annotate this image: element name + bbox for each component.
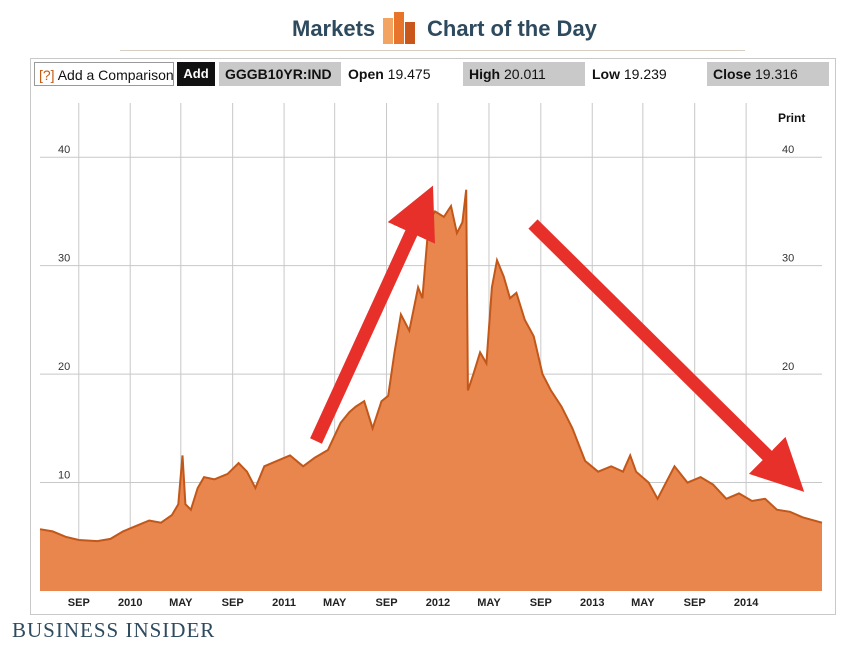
trend-arrows [310, 185, 805, 492]
business-insider-logo: BUSINESS INSIDER [12, 618, 216, 642]
add-comparison-input[interactable]: [?] Add a Comparison [34, 62, 174, 86]
y-tick-label-right: 30 [782, 253, 794, 265]
x-tick-label: SEP [376, 597, 398, 609]
falling-trend-arrow [528, 219, 805, 492]
print-link[interactable]: Print [778, 111, 805, 125]
open-price: Open 19.475 [342, 62, 462, 86]
y-tick-label-right: 20 [782, 361, 794, 373]
x-tick-label: SEP [684, 597, 706, 609]
yield-area [40, 189, 822, 592]
header-divider [120, 50, 745, 51]
open-value: 19.475 [387, 66, 431, 82]
x-tick-label: SEP [222, 597, 244, 609]
y-tick-label-left: 20 [58, 361, 70, 373]
help-icon[interactable]: [?] [39, 67, 55, 83]
x-tick-label: SEP [530, 597, 552, 609]
high-price: High 20.011 [463, 62, 585, 86]
header-markets-label: Markets [292, 16, 376, 41]
x-tick-label: MAY [323, 597, 347, 609]
quote-toolbar: [?] Add a Comparison Add GGGB10YR:IND Op… [30, 58, 834, 90]
y-tick-label-left: 40 [58, 144, 70, 156]
low-value: 19.239 [623, 66, 667, 82]
x-tick-label: MAY [477, 597, 501, 609]
header-chart-of-the-day-label: Chart of the Day [427, 16, 597, 41]
add-comparison-label: Add a Comparison [57, 67, 174, 83]
bar-chart-logo-icon [383, 12, 415, 44]
y-tick-label-right: 40 [782, 144, 794, 156]
y-tick-label-left: 10 [58, 470, 70, 482]
open-label: Open [348, 66, 384, 82]
chart-of-the-day-header: Markets Chart of the Day [0, 0, 867, 50]
x-tick-label: 2012 [426, 597, 450, 609]
x-tick-label: 2014 [734, 597, 759, 609]
high-value: 20.011 [504, 66, 546, 82]
ticker-symbol: GGGB10YR:IND [219, 62, 341, 86]
yield-line [39, 189, 823, 543]
x-tick-labels: SEP 2010 MAY SEP 2011 MAY SEP 2012 MAY SEP 2013 MAY… [68, 597, 759, 609]
x-tick-label: 2010 [118, 597, 142, 609]
x-tick-label: MAY [169, 597, 193, 609]
x-tick-label: MAY [631, 597, 655, 609]
y-tick-labels-left: 10 20 30 40 [58, 144, 70, 481]
x-tick-label: 2013 [580, 597, 604, 609]
low-price: Low 19.239 [586, 62, 706, 86]
y-tick-label-right: 10 [782, 470, 794, 482]
x-tick-label: 2011 [272, 597, 296, 609]
close-price: Close 19.316 [707, 62, 829, 86]
add-button[interactable]: Add [177, 62, 215, 86]
low-label: Low [592, 66, 620, 82]
x-tick-label: SEP [68, 597, 90, 609]
high-label: High [469, 66, 501, 82]
close-value: 19.316 [755, 66, 798, 82]
rising-trend-arrow [310, 185, 435, 444]
y-tick-label-left: 30 [58, 253, 70, 265]
close-label: Close [713, 66, 752, 82]
